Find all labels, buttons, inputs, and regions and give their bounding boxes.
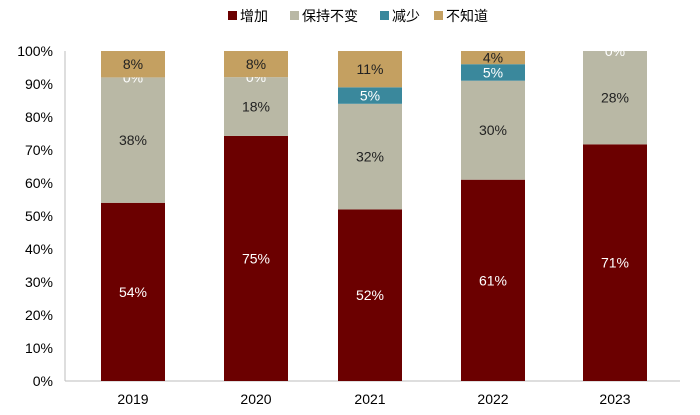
data-label: 0% [605,43,625,59]
y-tick-label: 50% [25,208,53,224]
y-tick-label: 0% [33,373,53,389]
legend-label: 保持不变 [302,8,358,24]
y-tick-label: 40% [25,241,53,257]
bar-segment-1 [338,209,402,381]
data-label: 8% [246,56,266,72]
data-label: 32% [356,149,384,165]
bar-segment-2 [461,80,525,180]
y-tick-label: 80% [25,109,53,125]
data-label: 71% [601,255,629,271]
y-tick-label: 10% [25,340,53,356]
data-label: 4% [483,50,503,66]
y-tick-label: 70% [25,142,53,158]
data-label: 28% [601,90,629,106]
bar-segment-1 [224,135,288,381]
legend-swatch [434,11,443,20]
y-tick-label: 90% [25,76,53,92]
x-tick-label: 2023 [599,391,630,407]
bar-segment-3 [461,64,525,81]
data-label: 30% [479,122,507,138]
data-label: 52% [356,287,384,303]
bar-segment-4 [101,51,165,78]
data-label: 18% [242,99,270,115]
bar-segment-1 [461,179,525,381]
x-tick-label: 2021 [354,391,385,407]
legend-label: 增加 [240,8,268,24]
legend-label: 减少 [392,8,420,24]
legend-swatch [228,11,237,20]
data-label: 11% [357,61,384,77]
data-label: 61% [479,272,507,288]
data-label: 54% [119,284,147,300]
bar-segment-1 [583,144,647,381]
x-tick-label: 2022 [477,391,508,407]
bar-segment-2 [583,51,647,145]
data-label: 5% [483,64,503,80]
y-tick-label: 100% [17,43,53,59]
y-tick-label: 30% [25,274,53,290]
bar-segment-2 [224,77,288,136]
y-tick-label: 20% [25,307,53,323]
data-label: 5% [360,88,380,104]
legend-swatch [290,11,299,20]
x-tick-label: 2019 [117,391,148,407]
data-label: 8% [123,56,143,72]
bar-segment-2 [338,103,402,210]
data-label: 75% [242,250,270,266]
legend-label: 不知道 [446,8,488,24]
bar-segment-3 [338,87,402,104]
bar-segment-4 [224,51,288,78]
data-label: 38% [119,132,147,148]
bar-segment-4 [461,51,525,65]
bar-segment-1 [101,202,165,381]
bar-segment-2 [101,77,165,203]
y-tick-label: 60% [25,175,53,191]
bar-segment-4 [338,51,402,88]
x-tick-label: 2020 [240,391,271,407]
legend-swatch [380,11,389,20]
